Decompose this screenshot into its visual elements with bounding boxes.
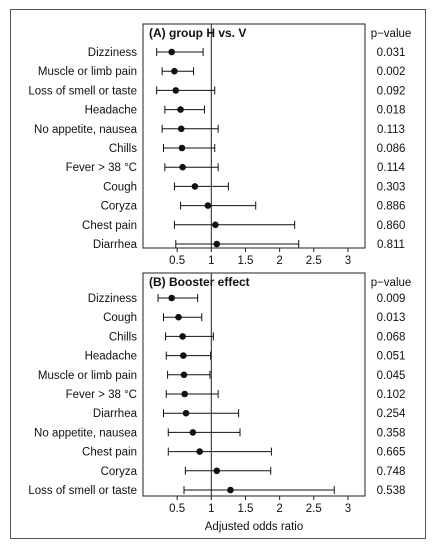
panel-b-x-tick-label: 1: [208, 503, 214, 515]
panel-b-x-tick-label: 3: [345, 503, 351, 515]
panel-a-point-estimate: [204, 202, 212, 209]
panel-a-pvalue: 0.811: [377, 239, 405, 251]
panel-b-x-tick-label: 2: [276, 503, 282, 515]
panel-b-point-estimate: [181, 390, 188, 398]
panel-b-point-estimate: [168, 294, 175, 302]
panel-b-row-label: Chills: [109, 331, 137, 343]
panel-b-pvalue: 0.068: [377, 331, 406, 343]
panel-a-point-estimate: [172, 87, 180, 94]
panel-b-pvalue: 0.254: [377, 408, 406, 420]
panel-a-point-estimate: [177, 125, 185, 133]
panel-a-point-estimate: [191, 183, 199, 190]
panel-b-point-estimate: [179, 333, 186, 340]
panel-b-pvalue: 0.358: [377, 427, 406, 439]
panel-a-row-label: Cough: [103, 181, 137, 193]
panel-a-row-label: Headache: [85, 105, 137, 117]
panel-b-row-label: Loss of smell or taste: [28, 485, 137, 497]
panel-b-pvalue: 0.665: [377, 447, 406, 459]
panel-b-row-label: Diarrhea: [93, 408, 138, 420]
x-axis-label: Adjusted odds ratio: [205, 521, 303, 533]
panel-a-point-estimate: [171, 67, 178, 75]
panel-b-row-label: Headache: [85, 351, 137, 363]
panel-a-row-label: Fever > 38 °C: [66, 162, 137, 174]
panel-a-x-tick-label: 1.5: [237, 255, 253, 267]
panel-b-row-label: No appetite, nausea: [34, 427, 138, 439]
panel-a-pvalue: 0.303: [377, 181, 406, 193]
panel-a-x-tick-label: 1: [208, 255, 214, 267]
panel-a-x-tick-label: 0.5: [169, 255, 185, 267]
panel-a-pvalue: 0.002: [377, 66, 406, 78]
panel-b-pvalue: 0.748: [377, 466, 406, 478]
panel-a-point-estimate: [177, 106, 184, 113]
panel-b-point-estimate: [196, 448, 203, 455]
panel-a-pvalue: 0.086: [377, 143, 406, 155]
panel-b-pvalue: 0.102: [377, 389, 406, 401]
panel-b-pvalue: 0.009: [377, 293, 406, 305]
panel-a-x-tick-label: 2: [276, 255, 282, 267]
panel-a-point-estimate: [212, 221, 219, 229]
panel-b-point-estimate: [213, 467, 221, 475]
panel-b-point-estimate: [175, 313, 182, 321]
panel-b-point-estimate: [182, 409, 190, 417]
panel-a-row-label: No appetite, nausea: [34, 124, 138, 136]
panel-b-pvalue: 0.045: [377, 370, 406, 382]
panel-a-pvalue-header: p−value: [371, 28, 412, 40]
panel-b-title: (B) Booster effect: [149, 275, 250, 289]
panel-b-pvalue-header: p−value: [371, 277, 412, 289]
panel-a-pvalue: 0.018: [377, 105, 406, 117]
panel-b-point-estimate: [227, 486, 234, 494]
panel-a-point-estimate: [179, 163, 186, 171]
panel-a-pvalue: 0.031: [377, 47, 406, 59]
panel-a-point-estimate: [213, 240, 221, 248]
panel-a-point-estimate: [178, 144, 186, 152]
panel-a-row-label: Loss of smell or taste: [28, 85, 137, 97]
panel-b-row-label: Coryza: [101, 466, 138, 478]
panel-a-row-label: Chest pain: [82, 220, 137, 232]
panel-b-x-tick-label: 0.5: [169, 503, 185, 515]
panel-a-x-tick-label: 3: [345, 255, 351, 267]
panel-a-frame: [142, 23, 366, 249]
panel-a-row-label: Diarrhea: [93, 239, 138, 251]
panel-b-pvalue: 0.051: [377, 351, 406, 363]
panel-a-pvalue: 0.114: [377, 162, 406, 174]
panel-b-pvalue: 0.013: [377, 312, 406, 324]
panel-b-x-tick-label: 1.5: [237, 503, 253, 515]
panel-b-point-estimate: [180, 352, 187, 359]
panel-b-frame: [142, 272, 366, 497]
panel-a-point-estimate: [168, 48, 175, 56]
panel-a-pvalue: 0.860: [377, 220, 406, 232]
panel-b-row-label: Fever > 38 °C: [66, 389, 137, 401]
panel-a-row-label: Muscle or limb pain: [38, 66, 137, 78]
panel-a-row-label: Coryza: [101, 201, 138, 213]
panel-b-point-estimate: [189, 429, 197, 436]
figure-border: [10, 9, 426, 539]
panel-b-x-tick-label: 2.5: [306, 503, 322, 515]
panel-b-row-label: Chest pain: [82, 447, 137, 459]
panel-b-point-estimate: [180, 371, 188, 379]
panel-b-row-label: Dizziness: [88, 293, 137, 305]
panel-a-pvalue: 0.886: [377, 201, 406, 213]
panel-a-pvalue: 0.092: [377, 85, 406, 97]
panel-a-title: (A) group H vs. V: [149, 26, 246, 40]
panel-a-row-label: Chills: [109, 143, 137, 155]
panel-b-pvalue: 0.538: [377, 485, 406, 497]
panel-b-row-label: Cough: [103, 312, 137, 324]
panel-a-x-tick-label: 2.5: [306, 255, 322, 267]
panel-b-row-label: Muscle or limb pain: [38, 370, 137, 382]
panel-a-row-label: Dizziness: [88, 47, 137, 59]
panel-a-pvalue: 0.113: [377, 124, 405, 136]
